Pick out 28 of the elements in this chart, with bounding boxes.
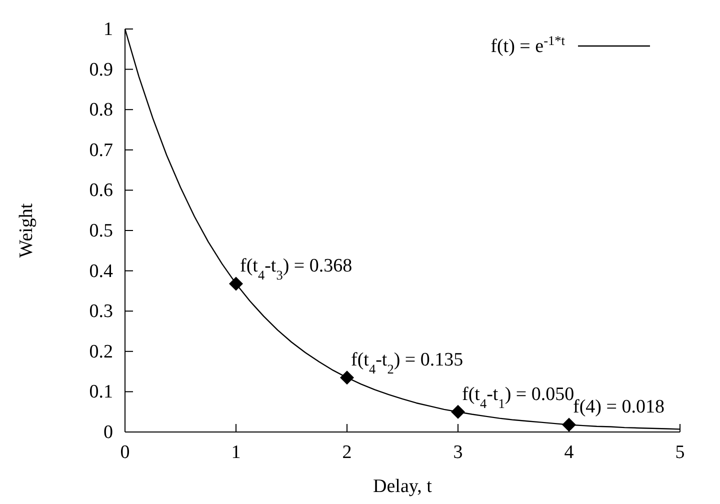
y-axis-title: Weight bbox=[16, 202, 37, 258]
legend-label: f(t) = e$^{-1*t}$ bbox=[490, 32, 566, 57]
annotation: f(t$_{4}$-t$_{2}$) = 0.135 bbox=[351, 350, 464, 376]
y-tick-label: 0 bbox=[104, 422, 113, 443]
y-tick-label: 0.4 bbox=[89, 260, 114, 282]
point bbox=[340, 370, 354, 385]
annotation: f(4) = 0.018 bbox=[573, 396, 664, 418]
x-tick-label: 4 bbox=[564, 442, 574, 463]
y-tick-label: 0.8 bbox=[89, 100, 113, 121]
x-tick-label: 0 bbox=[120, 442, 130, 463]
x-tick-label: 5 bbox=[675, 442, 685, 463]
annotation: f(t$_{4}$-t$_{1}$) = 0.050 bbox=[462, 384, 574, 410]
y-tick-label: 0.6 bbox=[89, 180, 113, 202]
annotation: f(t$_{4}$-t$_{3}$) = 0.368 bbox=[240, 256, 352, 282]
x-tick-label: 2 bbox=[342, 442, 352, 463]
point bbox=[451, 404, 465, 419]
y-tick-label: 0.3 bbox=[89, 301, 113, 322]
y-tick-label: 0.9 bbox=[89, 59, 113, 80]
y-tick-label: 0.2 bbox=[89, 341, 113, 362]
point bbox=[229, 276, 243, 291]
x-axis-title: Delay, t bbox=[373, 476, 433, 497]
point bbox=[562, 418, 576, 432]
x-tick-label: 1 bbox=[231, 442, 241, 463]
x-tick-label: 3 bbox=[453, 442, 463, 463]
y-tick-label: 0.5 bbox=[89, 220, 113, 242]
y-tick-label: 1 bbox=[104, 19, 113, 40]
y-tick-label: 0.7 bbox=[89, 140, 113, 161]
y-tick-label: 0.1 bbox=[89, 382, 113, 403]
